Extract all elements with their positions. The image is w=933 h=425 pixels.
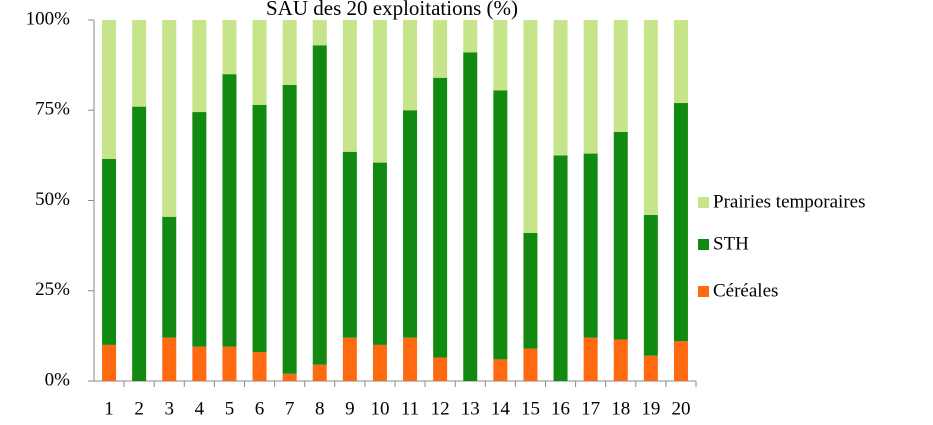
bar-segment [252,20,267,105]
bar-segment [673,341,688,381]
x-tick-label: 10 [370,398,389,419]
bar-segment [583,153,598,338]
bar-segment [403,337,418,381]
bar-segment [192,346,207,381]
legend-swatch [698,197,709,208]
y-tick-label: 25% [35,279,70,300]
bar-segment [613,131,628,340]
x-tick-label: 12 [431,398,450,419]
legend-label: Prairies temporaires [713,191,865,212]
x-tick-label: 2 [134,398,144,419]
x-tick-label: 13 [461,398,480,419]
bar-segment [613,20,628,132]
bar-segment [643,20,658,215]
bar-segment [493,20,508,91]
bar-segment [162,337,177,381]
bar-segment [583,337,598,381]
bar-segment [433,77,448,358]
bar-segment [162,216,177,338]
x-tick-label: 16 [551,398,570,419]
bar-segment [252,352,267,381]
bar-segment [252,104,267,353]
bar-segment [493,90,508,360]
bar-segment [342,20,357,152]
bar-segment [463,20,478,53]
x-tick-label: 9 [345,398,355,419]
x-tick-label: 1 [104,398,114,419]
y-tick-label: 100% [26,8,71,29]
legend-label: STH [713,233,749,254]
bar-segment [403,110,418,338]
y-tick-label: 75% [35,99,70,120]
bar-segment [613,339,628,381]
bar-segment [523,232,538,349]
x-tick-label: 7 [285,398,295,419]
legend-swatch [698,239,709,250]
bar-segment [312,45,327,365]
bar-segment [312,20,327,46]
y-tick-label: 50% [35,189,70,210]
x-tick-label: 5 [225,398,235,419]
bar-segment [222,20,237,75]
bar-segment [583,20,598,154]
bar-segment [102,158,117,345]
bar-segment [312,364,327,381]
x-tick-label: 19 [641,398,660,419]
bar-segment [553,20,568,156]
x-tick-label: 8 [315,398,325,419]
bar-segment [643,214,658,356]
bar-segment [342,337,357,381]
bar-segment [282,84,297,374]
bar-segment [372,20,387,163]
x-tick-label: 4 [195,398,205,419]
x-tick-label: 14 [491,398,511,419]
bar-segment [102,344,117,381]
bar-segment [433,357,448,381]
bar-segment [372,344,387,381]
bar-segment [282,20,297,85]
x-tick-label: 20 [671,398,690,419]
bar-segment [102,20,117,159]
bar-segment [342,151,357,338]
x-tick-label: 6 [255,398,265,419]
legend-swatch [698,286,709,297]
x-tick-label: 15 [521,398,540,419]
bar-segment [403,20,418,111]
bar-segment [643,355,658,381]
bar-segment [162,20,177,217]
legend-label: Céréales [713,280,778,301]
bar-segment [192,20,207,113]
x-tick-label: 3 [165,398,175,419]
x-tick-label: 17 [581,398,600,419]
x-tick-label: 18 [611,398,630,419]
bar-segment [463,52,478,382]
y-tick-label: 0% [45,369,71,390]
bar-segment [523,20,538,233]
bar-segment [192,112,207,347]
bar-segment [222,346,237,381]
bar-segment [523,348,538,381]
bar-segment [222,74,237,347]
bar-segment [493,359,508,381]
bar-segment [673,103,688,342]
x-tick-label: 11 [401,398,419,419]
bar-segment [132,106,147,381]
bar-segment [553,155,568,381]
bar-segment [433,20,448,78]
bar-segment [372,162,387,345]
bar-segment [673,20,688,104]
chart-title: SAU des 20 exploitations (%) [266,0,518,20]
bar-segment [132,20,147,107]
bar-segment [282,373,297,381]
